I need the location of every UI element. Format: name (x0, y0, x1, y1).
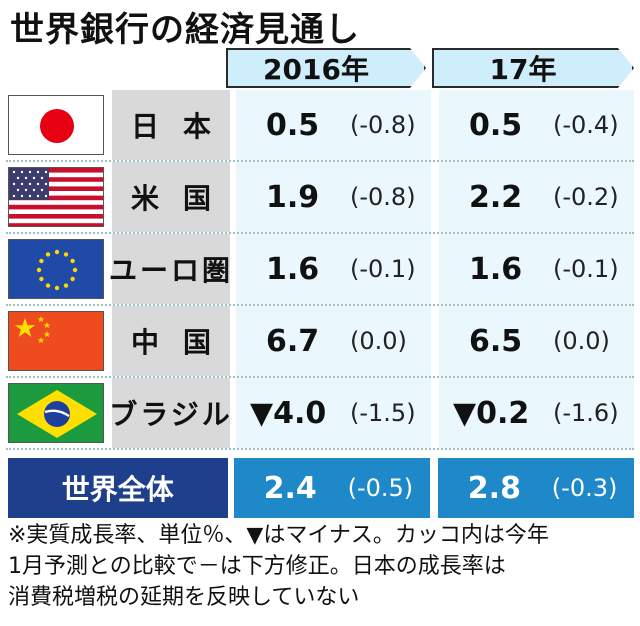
value-2016-cell: 2.4 (-0.5) (233, 458, 430, 518)
growth-value: 6.7 (266, 323, 320, 359)
growth-value: ▼0.2 (453, 395, 530, 431)
country-name: 米国 (112, 162, 230, 232)
footnote-line: 消費税増税の延期を反映していない (8, 585, 360, 610)
growth-value: 1.6 (266, 251, 320, 287)
table-row: 中国 6.7 (0.0) 6.5 (0.0) (6, 306, 634, 378)
eu-flag-icon (8, 239, 104, 299)
revision-value: (0.0) (350, 327, 407, 355)
revision-value: (-0.4) (553, 111, 619, 139)
country-name: 中国 (112, 306, 230, 376)
value-2016-cell: 0.5 (-0.8) (236, 90, 431, 160)
footnote-line: 1月予測との比較で－は下方修正。日本の成長率は (8, 554, 506, 579)
revision-value: (-0.5) (347, 474, 414, 502)
growth-value: 6.5 (469, 323, 523, 359)
japan-flag-icon (8, 95, 104, 155)
growth-value: 2.8 (467, 470, 521, 506)
growth-value: 0.5 (266, 107, 320, 143)
value-2016-cell: 1.6 (-0.1) (236, 234, 431, 304)
table-row: ユーロ圏 1.6 (-0.1) 1.6 (-0.1) (6, 234, 634, 306)
value-2016-cell: 6.7 (0.0) (236, 306, 431, 376)
outlook-table: 日本 0.5 (-0.8) 0.5 (-0.4) (6, 90, 634, 518)
revision-value: (-1.5) (350, 399, 416, 427)
growth-value: 2.2 (469, 179, 523, 215)
footnote: ※実質成長率、単位％、▼はマイナス。カッコ内は今年 1月予測との比較で－は下方修… (8, 520, 634, 613)
figure-title: 世界銀行の経済見通し (10, 10, 360, 50)
table-row: 日本 0.5 (-0.8) 0.5 (-0.4) (6, 90, 634, 162)
value-2017-cell: 2.8 (-0.3) (437, 458, 634, 518)
year-header: 2016年 17年 (226, 48, 636, 88)
country-name: 日本 (112, 90, 230, 160)
value-2017-cell: 6.5 (0.0) (439, 306, 634, 376)
value-2017-cell: 1.6 (-0.1) (439, 234, 634, 304)
revision-value: (-0.8) (350, 111, 416, 139)
table-row: 米国 1.9 (-0.8) 2.2 (-0.2) (6, 162, 634, 234)
year-2017-tag: 17年 (432, 48, 634, 88)
growth-value: 1.9 (266, 179, 320, 215)
revision-value: (-0.1) (553, 255, 619, 283)
china-flag-icon (8, 311, 104, 371)
growth-value: 0.5 (469, 107, 523, 143)
world-row: 世界全体 2.4 (-0.5) 2.8 (-0.3) (6, 458, 634, 518)
revision-value: (0.0) (553, 327, 610, 355)
country-name: ブラジル (109, 378, 230, 448)
world-label: 世界全体 (8, 458, 228, 518)
revision-value: (-0.3) (551, 474, 618, 502)
table-row: ブラジル ▼4.0 (-1.5) ▼0.2 (-1.6) (6, 378, 634, 450)
revision-value: (-0.2) (553, 183, 619, 211)
value-2017-cell: 2.2 (-0.2) (439, 162, 634, 232)
brazil-flag-icon (8, 383, 104, 443)
revision-value: (-0.1) (350, 255, 416, 283)
growth-value: ▼4.0 (250, 395, 327, 431)
revision-value: (-1.6) (553, 399, 619, 427)
year-2016-tag: 2016年 (226, 48, 426, 88)
footnote-line: ※実質成長率、単位％、▼はマイナス。カッコ内は今年 (8, 523, 549, 548)
value-2016-cell: 1.9 (-0.8) (236, 162, 431, 232)
growth-value: 2.4 (263, 470, 317, 506)
country-name: ユーロ圏 (109, 234, 230, 304)
growth-value: 1.6 (469, 251, 523, 287)
revision-value: (-0.8) (350, 183, 416, 211)
value-2017-cell: ▼0.2 (-1.6) (439, 378, 634, 448)
value-2017-cell: 0.5 (-0.4) (439, 90, 634, 160)
usa-flag-icon (8, 167, 104, 227)
value-2016-cell: ▼4.0 (-1.5) (236, 378, 431, 448)
